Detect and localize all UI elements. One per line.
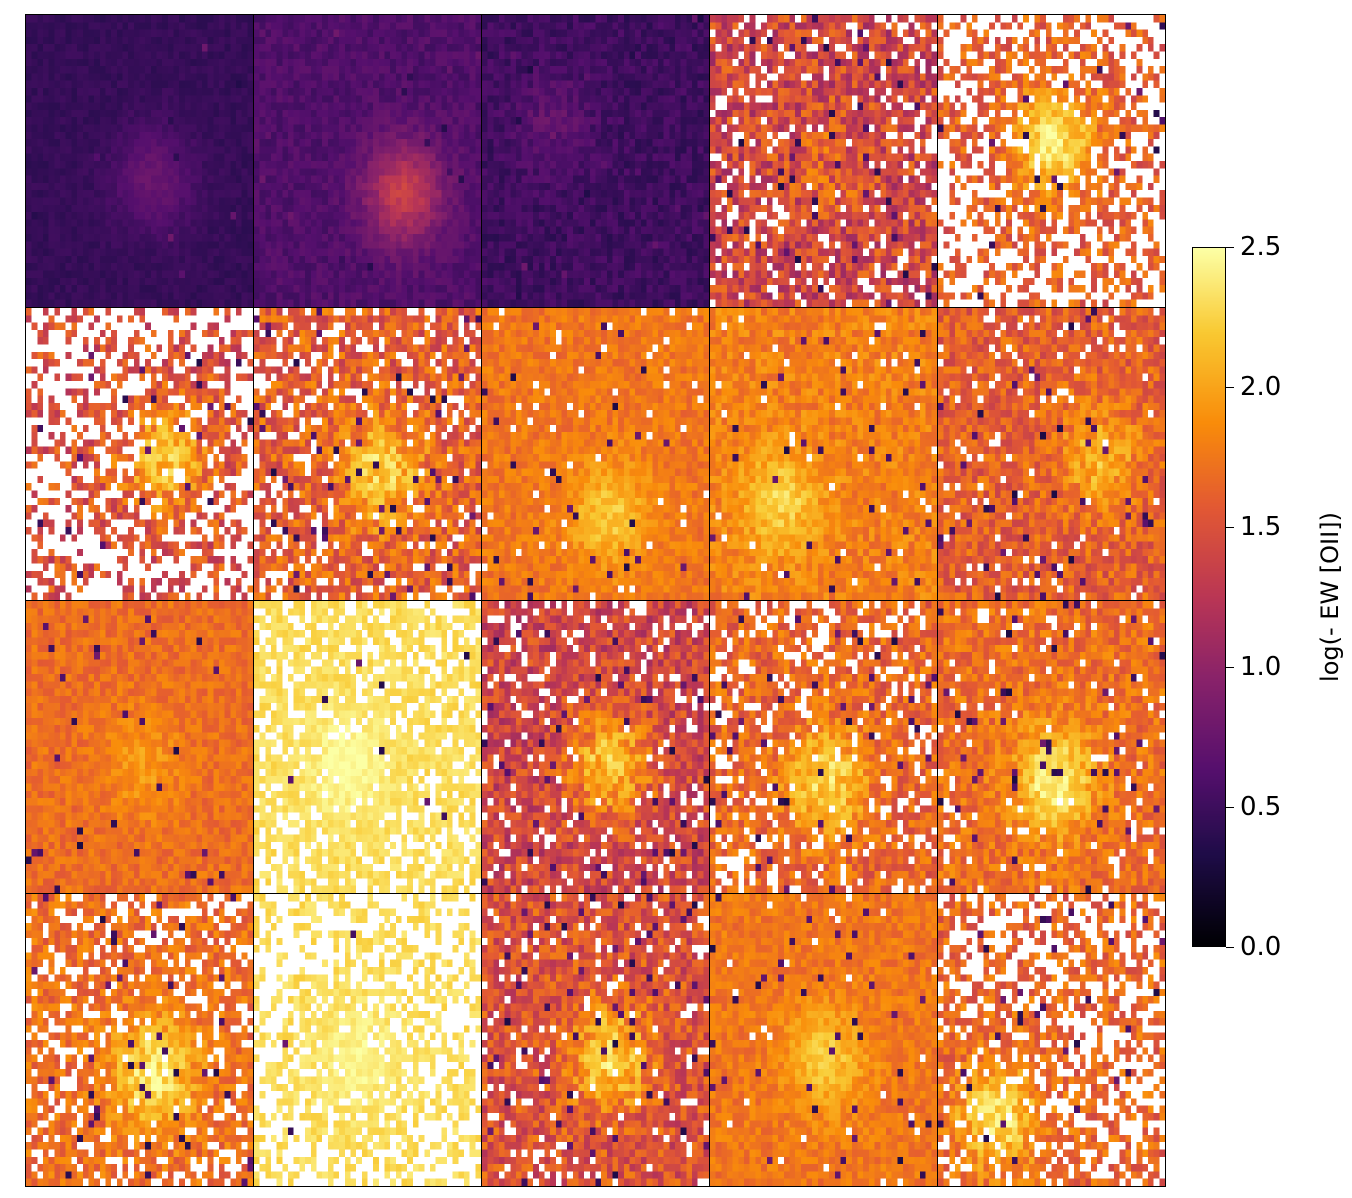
panel-r0-c2 [481, 14, 710, 308]
colorbar-tick-label: 2.0 [1240, 372, 1282, 402]
panel-r2-c0 [25, 600, 254, 894]
colorbar-tick [1226, 946, 1234, 948]
panel-r0-c4 [937, 14, 1166, 308]
heatmap-grid [25, 14, 1166, 1187]
panel-r3-c0 [25, 893, 254, 1187]
colorbar-tick [1226, 666, 1234, 668]
panel-r1-c3 [709, 307, 938, 601]
colorbar-label: log(- EW [OII]) [1316, 512, 1344, 682]
panel-r1-c0 [25, 307, 254, 601]
panel-r2-c2 [481, 600, 710, 894]
colorbar-tick [1226, 806, 1234, 808]
panel-r2-c1 [253, 600, 482, 894]
colorbar-tick [1226, 526, 1234, 528]
colorbar-tick-label: 1.5 [1240, 512, 1282, 542]
colorbar-tick-label: 0.0 [1240, 932, 1282, 962]
panel-r0-c1 [253, 14, 482, 308]
panel-r1-c2 [481, 307, 710, 601]
panel-r3-c4 [937, 893, 1166, 1187]
panel-r0-c0 [25, 14, 254, 308]
panel-r3-c2 [481, 893, 710, 1187]
panel-r3-c1 [253, 893, 482, 1187]
panel-r2-c3 [709, 600, 938, 894]
panel-r3-c3 [709, 893, 938, 1187]
panel-r1-c4 [937, 307, 1166, 601]
panel-r0-c3 [709, 14, 938, 308]
colorbar-tick [1226, 386, 1234, 388]
colorbar-tick-label: 0.5 [1240, 792, 1282, 822]
colorbar-tick-label: 2.5 [1240, 232, 1282, 262]
colorbar-tick [1226, 246, 1234, 248]
colorbar [1192, 247, 1226, 947]
panel-r1-c1 [253, 307, 482, 601]
colorbar-tick-label: 1.0 [1240, 652, 1282, 682]
panel-r2-c4 [937, 600, 1166, 894]
